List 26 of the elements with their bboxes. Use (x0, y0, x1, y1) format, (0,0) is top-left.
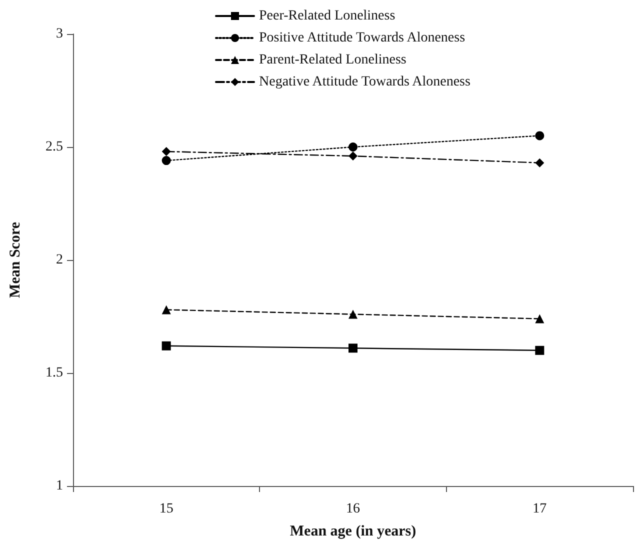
point (162, 156, 171, 166)
legend-label: Peer-Related Loneliness (259, 8, 396, 24)
legend-label: Parent-Related Loneliness (259, 52, 406, 68)
point (348, 142, 358, 152)
x-tick-label: 15 (159, 502, 174, 516)
y-tick-label: 2 (56, 252, 63, 268)
y-tick-label: 2.5 (46, 140, 63, 154)
point (162, 305, 171, 314)
y-tick-label: 1 (56, 478, 63, 494)
x-tick-label: 16 (346, 502, 360, 516)
legend-label: Negative Attitude Towards Aloneness (259, 74, 470, 90)
y-tick-label: 3 (56, 26, 63, 42)
point (535, 346, 544, 355)
y-axis-title: Mean Score (8, 222, 24, 298)
point (535, 131, 544, 140)
point (162, 341, 171, 350)
point (162, 147, 171, 156)
point (535, 314, 544, 324)
x-tick-label: 17 (532, 502, 547, 516)
x-axis-title: Mean age (in years) (290, 524, 416, 540)
point (348, 152, 358, 161)
point (535, 158, 544, 168)
point (348, 310, 358, 319)
legend-label: Positive Attitude Towards Aloneness (259, 30, 466, 46)
y-tick-label: 1.5 (46, 366, 63, 380)
point (348, 344, 358, 353)
